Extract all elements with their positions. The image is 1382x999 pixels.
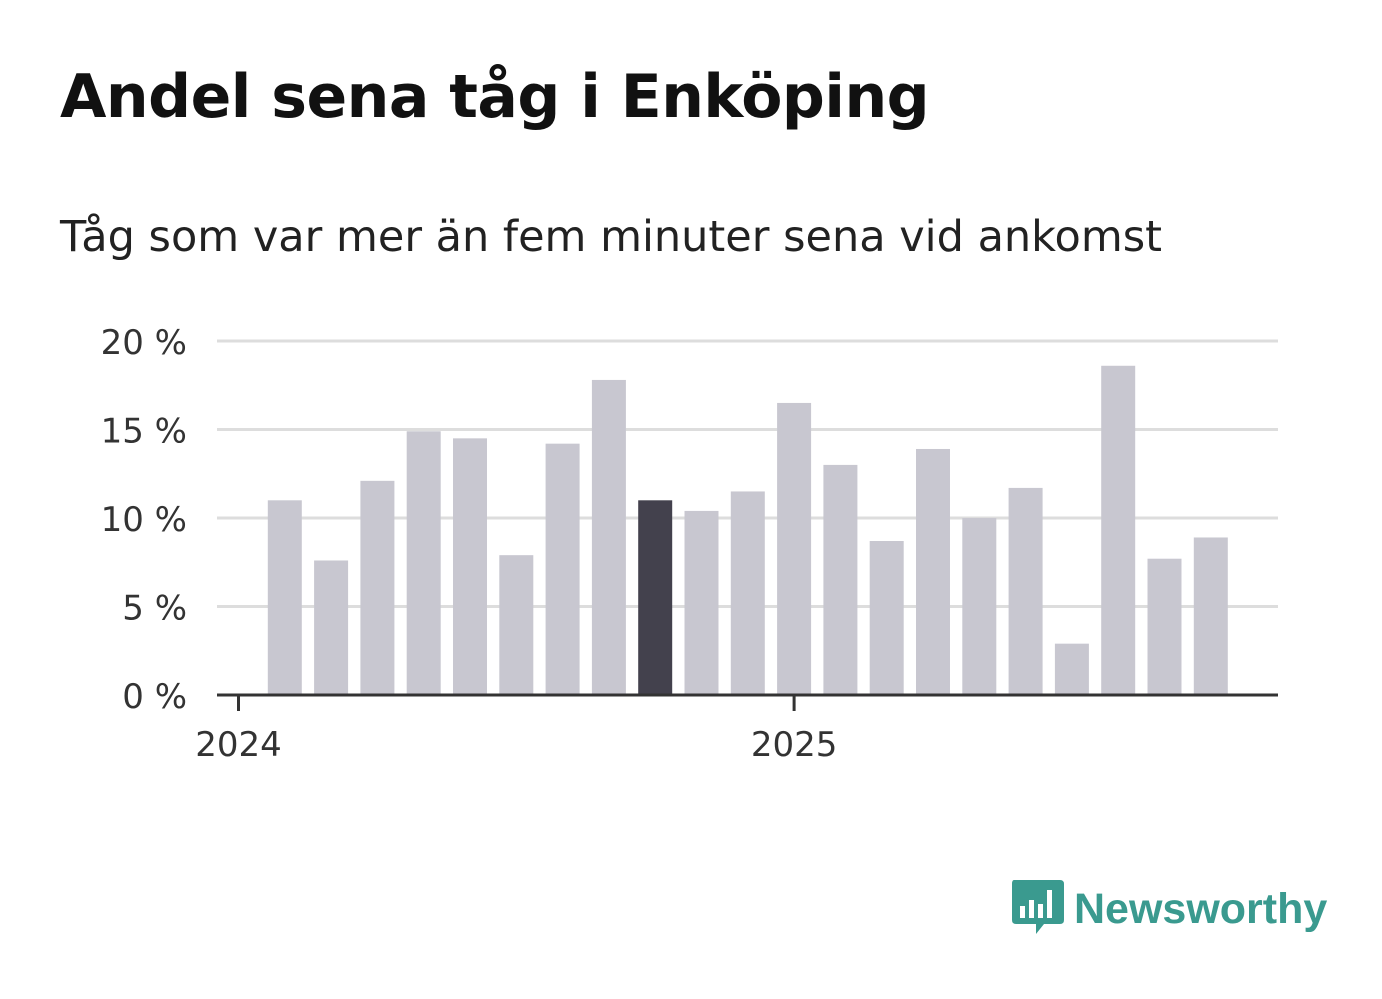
bar xyxy=(916,448,950,695)
newsworthy-logo: Newsworthy xyxy=(1010,878,1327,940)
bar xyxy=(314,560,349,695)
bar xyxy=(1008,487,1043,695)
bar xyxy=(962,518,997,695)
y-tick-label: 10 % xyxy=(101,500,187,540)
x-tick-label: 2025 xyxy=(751,725,838,765)
bar xyxy=(823,464,858,695)
brand-name: Newsworthy xyxy=(1074,884,1328,933)
bar xyxy=(453,438,487,695)
bar xyxy=(1147,558,1182,695)
bar xyxy=(1101,365,1136,695)
chart-title: Andel sena tåg i Enköping xyxy=(60,62,930,132)
bar xyxy=(545,443,580,695)
y-tick-label: 5 % xyxy=(122,589,187,629)
bar xyxy=(406,431,441,695)
y-tick-label: 0 % xyxy=(122,677,187,717)
bar xyxy=(267,500,302,695)
bar xyxy=(638,500,673,695)
y-tick-label: 20 % xyxy=(101,323,187,363)
bar xyxy=(499,555,534,695)
bar xyxy=(684,510,719,695)
bar xyxy=(730,491,765,695)
y-tick-label: 15 % xyxy=(101,412,187,452)
newsworthy-bar-chart-speech-bubble-icon xyxy=(1012,880,1064,934)
bar xyxy=(360,480,395,695)
bar xyxy=(591,379,626,695)
x-tick-label: 2024 xyxy=(195,725,282,765)
chart-subtitle: Tåg som var mer än fem minuter sena vid … xyxy=(60,212,1163,262)
bar xyxy=(1054,643,1089,695)
bar xyxy=(869,541,904,695)
bar xyxy=(1193,537,1228,695)
bar xyxy=(777,402,812,695)
